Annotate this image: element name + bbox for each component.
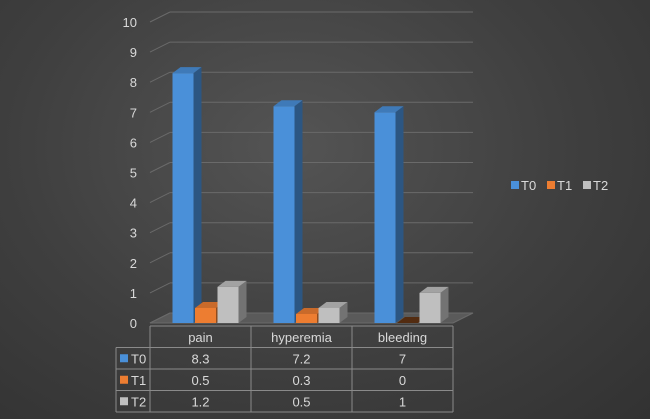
data-table: pain hyperemia bleeding T0 8.3 7.2 7 T1 0.5 0.3 0 T…: [115, 325, 454, 413]
bar-top: [195, 301, 224, 308]
bar: [273, 100, 303, 323]
bar: [217, 280, 247, 323]
x-category-label: hyperemia: [271, 330, 332, 345]
bar-top: [172, 67, 202, 74]
bar-face: [419, 292, 441, 323]
table-series-name: T2: [131, 394, 146, 409]
bar-face: [195, 307, 216, 323]
y-axis-ticks: 0 1 2 3 4 5 6 7 8 9 10: [123, 15, 137, 331]
bar: [419, 286, 449, 323]
gridline-side: [149, 192, 171, 204]
gridline-side: [149, 162, 171, 173]
bar-face: [318, 307, 340, 323]
bar-face: [217, 286, 239, 323]
bar: [397, 317, 426, 323]
legend-label: T1: [557, 178, 572, 193]
bar-top: [318, 301, 348, 308]
y-tick-label: 6: [130, 135, 137, 150]
table-legend-key: [120, 354, 128, 363]
y-tick-label: 2: [130, 256, 137, 271]
data-label: 1: [399, 394, 406, 409]
bar-face: [273, 106, 295, 323]
gridline-side: [149, 71, 171, 83]
y-tick-label: 10: [123, 15, 137, 30]
y-tick-label: 7: [130, 105, 137, 120]
bar: [318, 301, 348, 323]
data-label: 0: [399, 373, 406, 388]
y-tick-label: 8: [130, 75, 137, 90]
bars: [172, 67, 449, 323]
legend-label: T0: [521, 178, 536, 193]
bar-side: [238, 280, 247, 323]
gridline-side: [149, 101, 171, 113]
gridline-side: [149, 131, 171, 143]
x-category-label: bleeding: [378, 330, 427, 345]
x-category-label: pain: [188, 330, 213, 345]
bar-side: [339, 301, 348, 323]
data-label: 1.2: [191, 394, 209, 409]
bar-side: [294, 100, 303, 323]
y-tick-label: 1: [130, 286, 137, 301]
data-label: 8.3: [191, 351, 209, 366]
y-tick-label: 0: [130, 316, 137, 331]
gridline-side: [149, 252, 171, 264]
bar: [374, 106, 404, 323]
gridline-side: [149, 282, 171, 294]
bar-top: [374, 106, 404, 113]
bar: [172, 67, 202, 323]
table-legend-key: [120, 397, 128, 406]
bar-face: [172, 73, 194, 323]
legend-key: [583, 181, 591, 189]
bar-face: [374, 112, 396, 323]
bar-top: [273, 100, 303, 107]
gridline-side: [149, 41, 171, 53]
table-series-name: T0: [131, 351, 146, 366]
bar-side: [395, 106, 404, 323]
bar-zero: [397, 317, 426, 323]
legend-label: T2: [593, 178, 608, 193]
gridline-side: [149, 222, 171, 234]
table-series-name: T1: [131, 373, 146, 388]
data-label: 0.5: [191, 373, 209, 388]
data-label: 7: [399, 351, 406, 366]
bar-side: [440, 286, 449, 323]
data-label: 0.5: [292, 394, 310, 409]
y-tick-label: 9: [130, 45, 137, 60]
bar-side: [193, 67, 202, 323]
legend-key: [547, 181, 555, 189]
legend: T0 T1 T2: [511, 178, 608, 193]
data-label: 7.2: [292, 351, 310, 366]
legend-key: [511, 181, 519, 189]
bar-top: [296, 307, 325, 314]
y-tick-label: 5: [130, 166, 137, 181]
y-tick-label: 4: [130, 196, 137, 211]
y-tick-label: 3: [130, 226, 137, 241]
table-legend-key: [120, 375, 128, 384]
gridline-side: [149, 11, 171, 23]
bar-top: [419, 286, 449, 293]
data-label: 0.3: [292, 373, 310, 388]
bar-top: [217, 280, 247, 287]
bar-face: [296, 313, 317, 323]
